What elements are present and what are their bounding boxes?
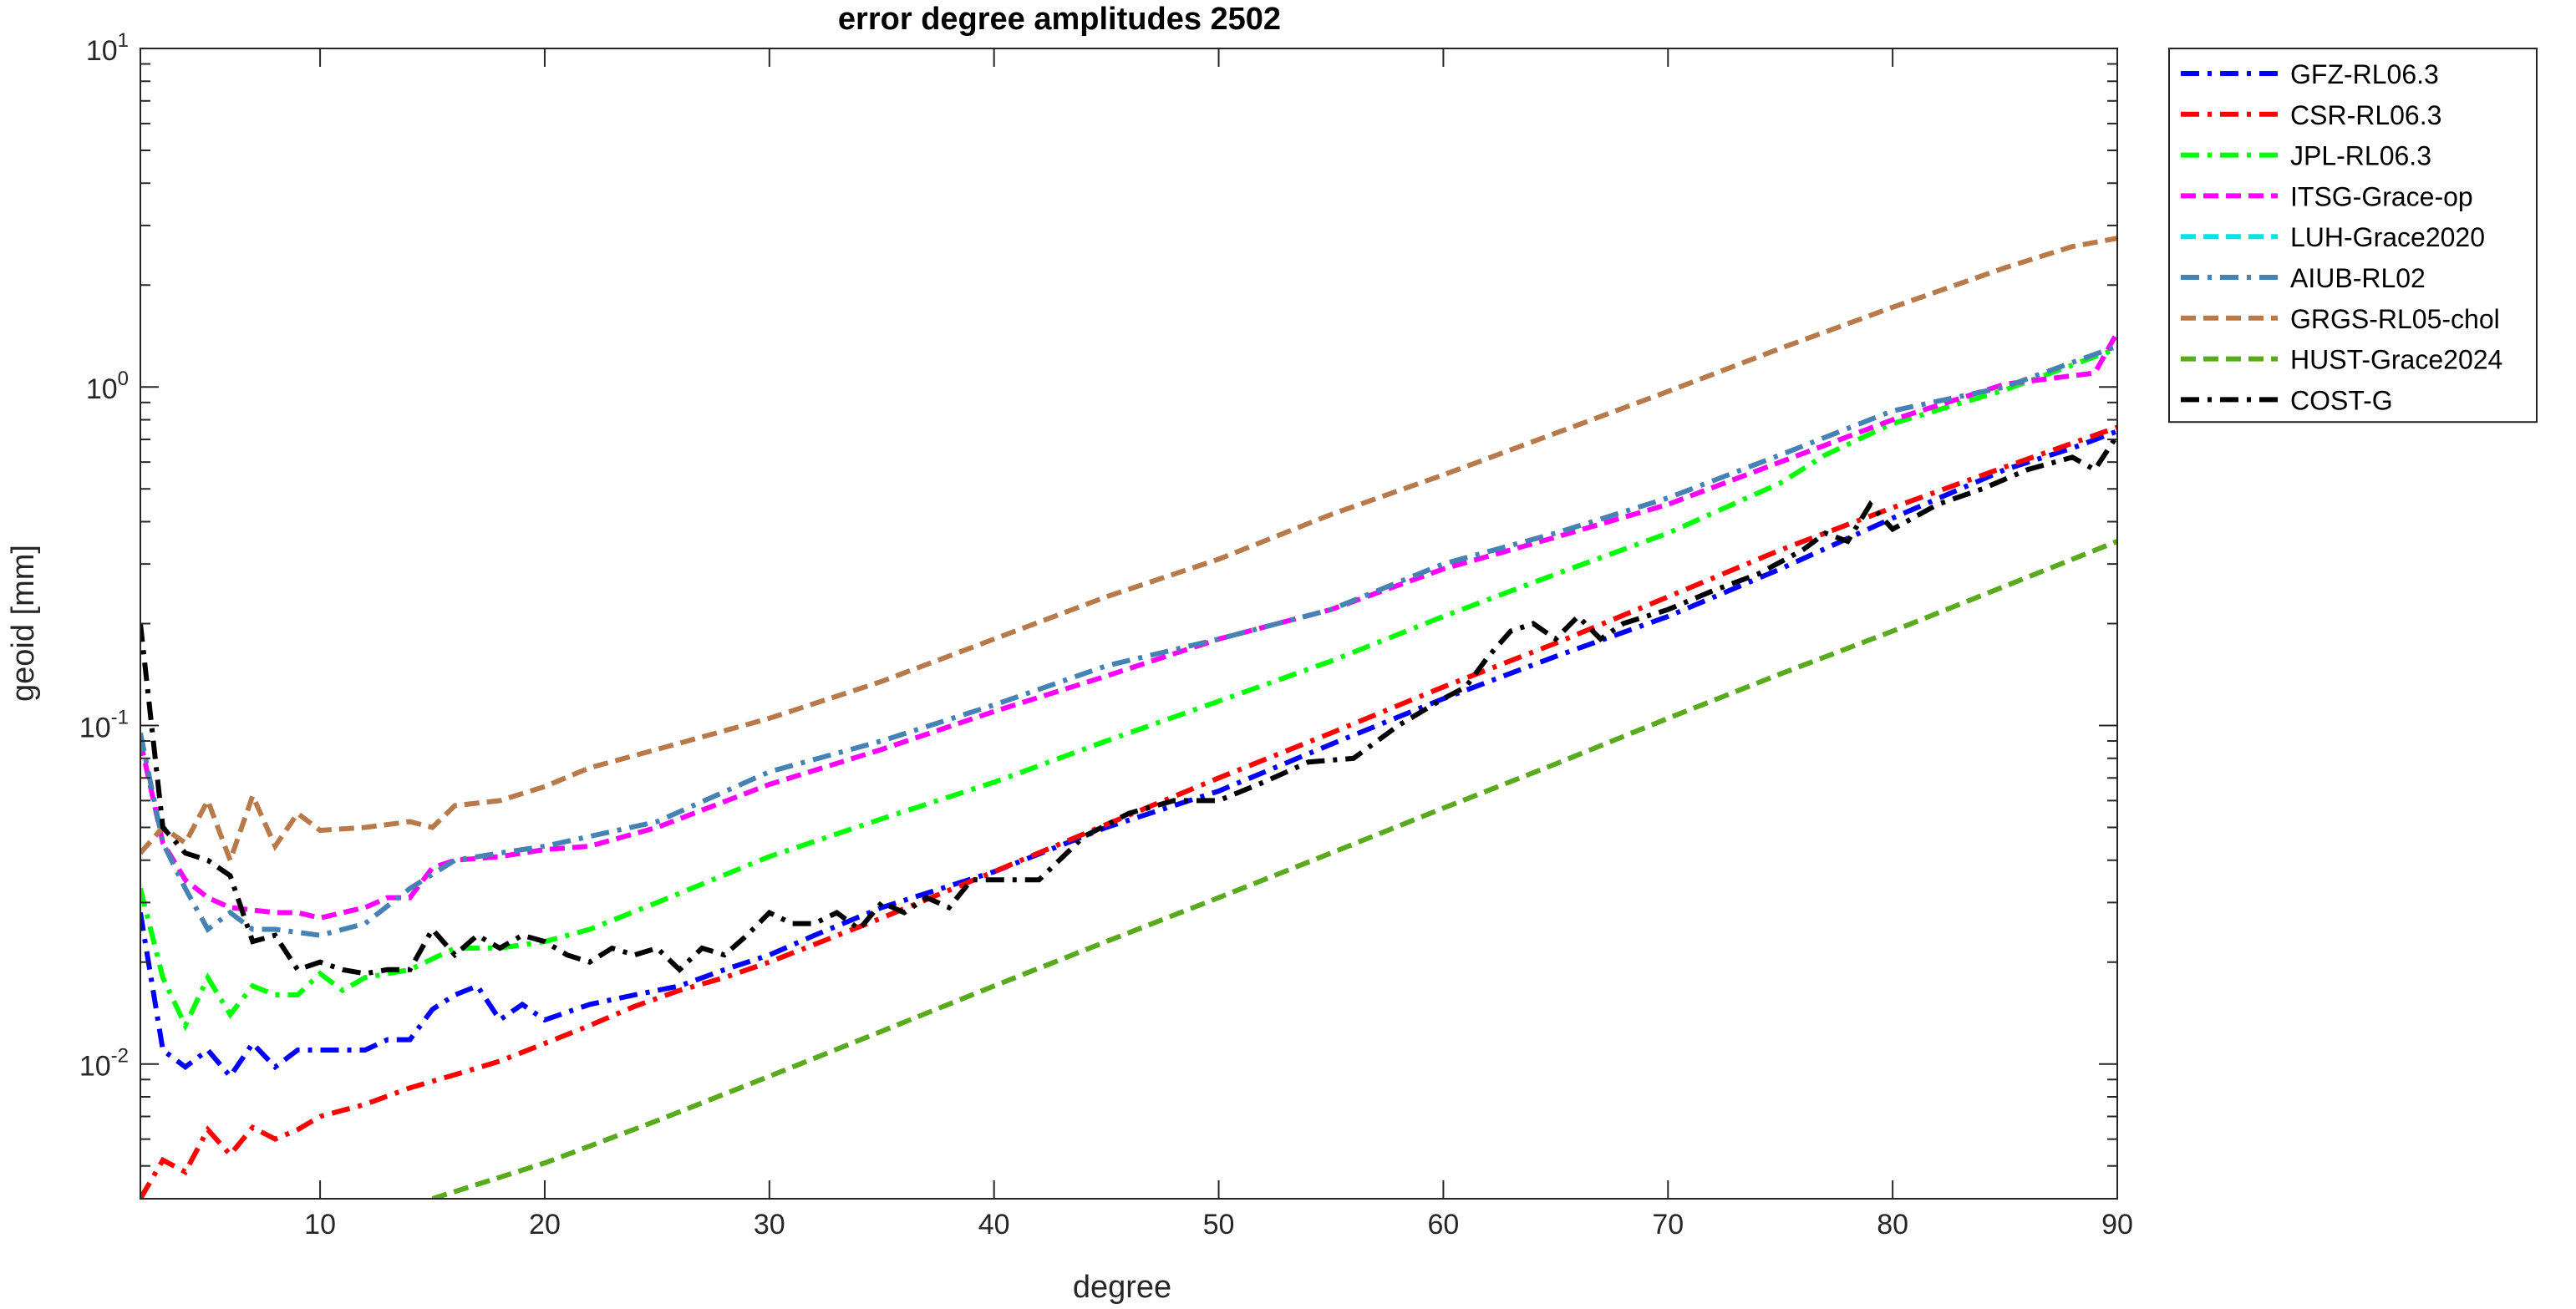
legend-label: JPL-RL06.3 bbox=[2290, 141, 2431, 171]
x-axis-label: degree bbox=[1073, 1270, 1171, 1305]
x-tick-label: 60 bbox=[1427, 1209, 1459, 1241]
legend-label: ITSG-Grace-op bbox=[2290, 181, 2473, 211]
y-tick-label: 10-2 bbox=[79, 1045, 129, 1083]
y-axis-label: geoid [mm] bbox=[6, 545, 41, 702]
legend-label: CSR-RL06.3 bbox=[2290, 100, 2441, 130]
series-line-jpl-rl06-3 bbox=[140, 346, 2117, 1032]
series-line-itsg-grace-op bbox=[140, 331, 2117, 921]
legend: GFZ-RL06.3 CSR-RL06.3 JPL-RL06.3 ITSG-Grace… bbox=[2168, 48, 2538, 424]
axes-layer: 10 20 30 40 50 60 70 80 90 10-2 10-1 100 101 bbox=[79, 29, 2133, 1241]
plot-area bbox=[140, 48, 2117, 1199]
legend-label: HUST-Grace2024 bbox=[2290, 345, 2502, 375]
series-line-csr-rl06-3 bbox=[140, 424, 2117, 1199]
legend-label: GRGS-RL05-chol bbox=[2290, 304, 2500, 334]
series-line-cost-g bbox=[140, 434, 2117, 977]
series-line-aiub-rl02 bbox=[140, 343, 2117, 938]
series-layer bbox=[140, 236, 2117, 1199]
series-line-grgs-rl05-chol bbox=[140, 236, 2117, 868]
x-tick-label: 80 bbox=[1877, 1209, 1908, 1241]
x-tick-label: 40 bbox=[978, 1209, 1010, 1241]
x-tick-label: 10 bbox=[304, 1209, 336, 1241]
x-tick-label: 70 bbox=[1652, 1209, 1684, 1241]
y-tick-label: 101 bbox=[86, 29, 129, 67]
legend-label: GFZ-RL06.3 bbox=[2290, 59, 2439, 89]
x-tick-label: 90 bbox=[2101, 1209, 2133, 1241]
y-tick-label: 10-1 bbox=[79, 706, 129, 743]
y-tick-label: 100 bbox=[86, 368, 129, 405]
x-tick-label: 20 bbox=[529, 1209, 561, 1241]
series-line-hust-grace2024 bbox=[431, 539, 2117, 1199]
legend-label: LUH-Grace2020 bbox=[2290, 222, 2485, 252]
legend-label: COST-G bbox=[2290, 385, 2393, 415]
series-line-gfz-rl06-3 bbox=[140, 429, 2117, 1081]
x-tick-label: 50 bbox=[1203, 1209, 1235, 1241]
legend-label: AIUB-RL02 bbox=[2290, 263, 2426, 293]
x-tick-label: 30 bbox=[754, 1209, 785, 1241]
chart-title: error degree amplitudes 2502 bbox=[838, 2, 1281, 37]
